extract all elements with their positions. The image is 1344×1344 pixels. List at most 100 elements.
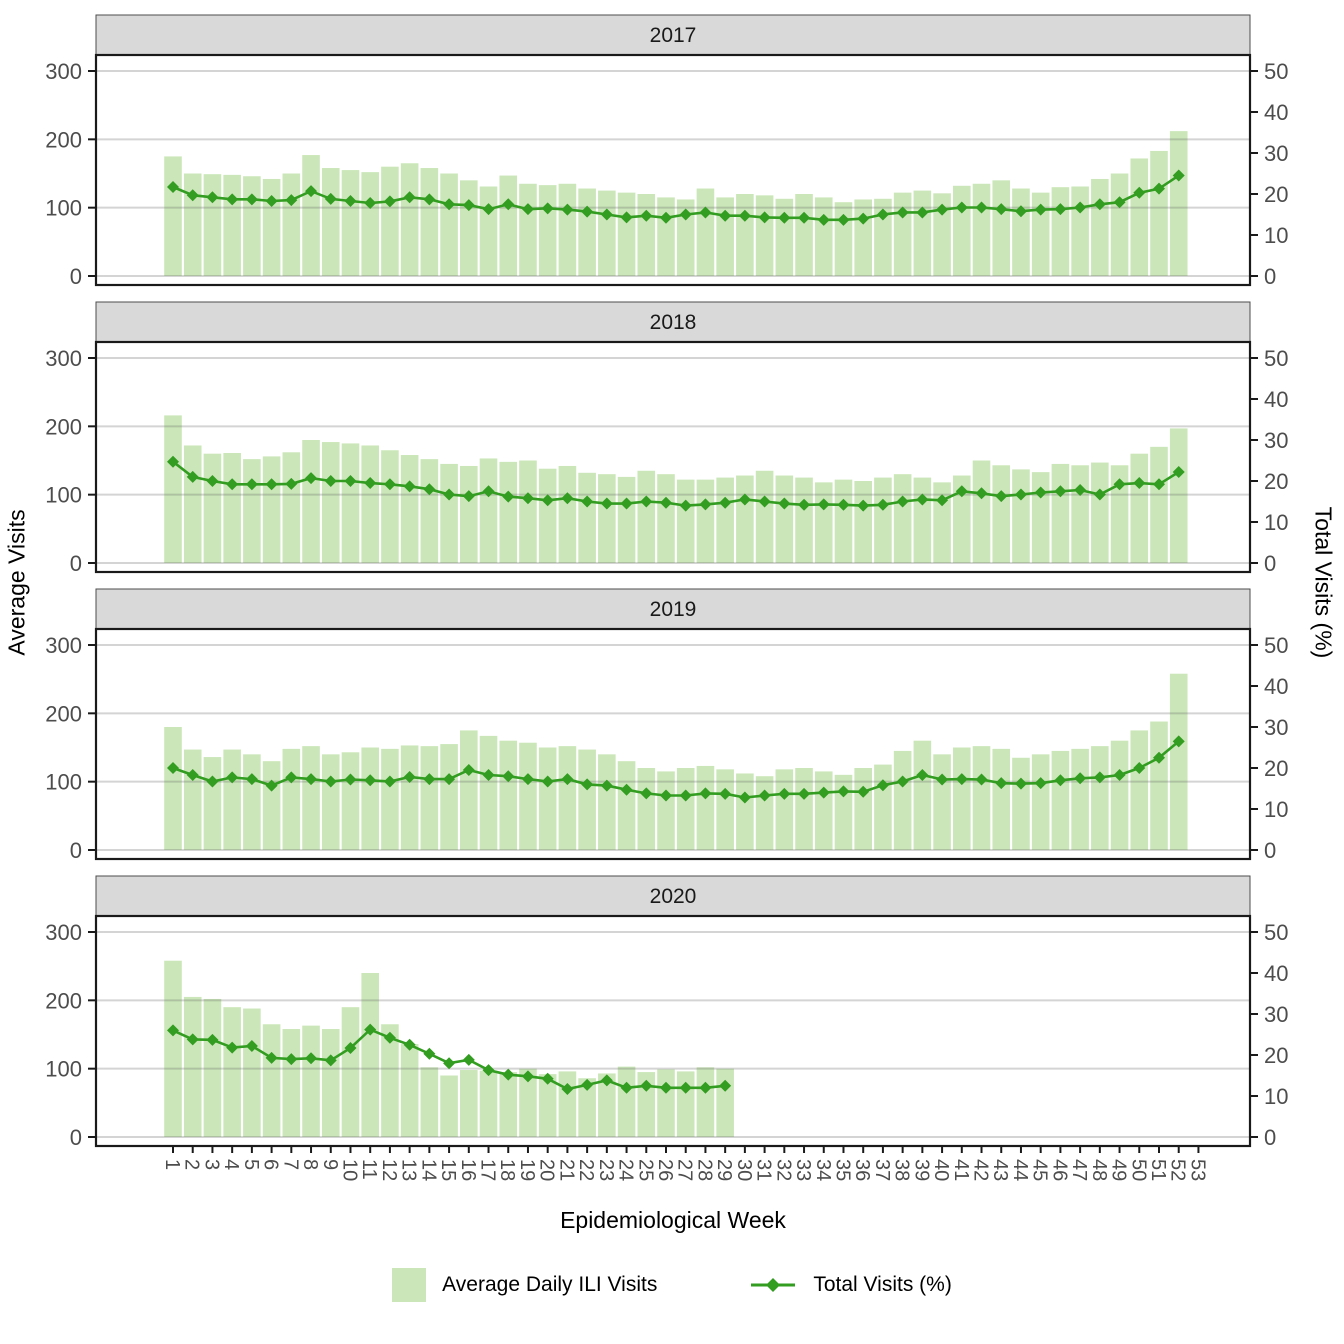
bar-week-6	[262, 456, 281, 563]
x-tick-label-1: 1	[161, 1159, 183, 1170]
line-point-week-15	[443, 773, 456, 786]
bar-series	[164, 960, 734, 1137]
bar-week-52	[1169, 428, 1188, 563]
line-point-week-27	[679, 1081, 692, 1094]
line-series	[167, 735, 1185, 804]
line-point-week-40	[936, 494, 949, 507]
facet-panel-2017: 2017 0 100 200 300 0 10 20 30 40 50	[45, 14, 1288, 289]
x-tick-label-25: 25	[634, 1159, 656, 1181]
bar-week-19	[519, 183, 537, 276]
line-point-week-11	[364, 197, 377, 210]
facet-strip	[95, 875, 1251, 917]
right-axis: 0 10 20 30 40 50	[1250, 59, 1288, 289]
line-point-week-35	[837, 213, 850, 226]
line-point-week-18	[502, 198, 515, 211]
line-point-week-9	[324, 192, 337, 205]
line-point-week-16	[462, 764, 475, 777]
line-point-week-40	[936, 773, 949, 786]
line-point-week-7	[285, 771, 298, 784]
line-point-week-24	[620, 1081, 633, 1094]
bar-week-6	[262, 178, 281, 276]
bar-week-43	[992, 180, 1011, 276]
line-point-week-7	[285, 477, 298, 490]
bar-week-25	[637, 1072, 656, 1137]
line-point-week-41	[955, 201, 968, 214]
right-tick-label-10: 10	[1264, 1084, 1288, 1109]
line-point-week-21	[561, 492, 574, 505]
right-tick-label-30: 30	[1264, 1002, 1288, 1027]
line-point-week-27	[679, 499, 692, 512]
right-tick-label-10: 10	[1264, 797, 1288, 822]
facet-strip	[95, 14, 1251, 56]
x-tick-label-50: 50	[1127, 1159, 1149, 1181]
x-tick-label-34: 34	[812, 1159, 834, 1181]
bar-week-19	[519, 460, 537, 563]
line-point-week-20	[541, 775, 554, 788]
left-tick-label-100: 100	[45, 196, 82, 221]
line-point-week-1	[167, 181, 179, 194]
bar-week-42	[972, 746, 991, 850]
line-point-week-1	[167, 762, 179, 774]
x-tick-label-48: 48	[1088, 1159, 1110, 1181]
bar-week-35	[834, 479, 853, 563]
bar-week-40	[933, 482, 951, 563]
line-point-week-29	[719, 209, 732, 222]
bar-week-25	[637, 470, 656, 563]
x-tick-label-53: 53	[1186, 1159, 1208, 1181]
left-axis: 0 100 200 300	[45, 59, 96, 289]
bar-week-1	[164, 156, 182, 276]
bar-week-25	[637, 194, 656, 276]
bar-week-32	[775, 475, 794, 563]
bar-week-38	[893, 192, 912, 276]
x-tick-label-17: 17	[477, 1159, 499, 1181]
line-point-week-35	[837, 498, 850, 511]
line-point-week-23	[600, 497, 613, 510]
bar-week-30	[736, 194, 754, 276]
bar-week-29	[716, 197, 734, 276]
bar-week-36	[854, 199, 872, 276]
bar-week-46	[1051, 463, 1070, 563]
line-point-week-3	[206, 191, 219, 204]
bar-week-34	[814, 482, 833, 563]
facet-panel-2020: 2020010020030001020304050123456789101112…	[45, 875, 1288, 1181]
line-point-week-13	[403, 1038, 416, 1051]
line-point-week-24	[620, 211, 633, 224]
line-point-week-46	[1054, 203, 1067, 216]
bar-week-51	[1150, 721, 1168, 850]
bar-week-16	[460, 730, 478, 850]
line-point-week-9	[324, 1054, 337, 1067]
bar-week-15	[440, 1075, 458, 1137]
right-tick-label-10: 10	[1264, 510, 1288, 535]
bar-week-12	[381, 1024, 399, 1137]
bar-week-14	[420, 168, 439, 276]
bar-week-42	[972, 460, 991, 563]
bar-week-2	[183, 996, 202, 1137]
bar-week-45	[1031, 754, 1050, 850]
bar-week-41	[953, 747, 971, 850]
panel-border	[94, 340, 1252, 574]
bar-series	[164, 673, 1188, 850]
line-point-week-39	[916, 768, 929, 781]
bar-week-45	[1031, 192, 1050, 276]
line-point-week-4	[226, 771, 239, 784]
bar-week-32	[775, 198, 794, 276]
line-point-week-7	[285, 1053, 298, 1066]
right-tick-label-20: 20	[1264, 756, 1288, 781]
line-point-week-36	[857, 785, 870, 798]
bar-week-30	[736, 475, 754, 563]
line-point-week-28	[699, 498, 712, 511]
bar-week-47	[1071, 186, 1089, 276]
line-point-week-17	[482, 485, 495, 498]
bar-week-16	[460, 1070, 478, 1137]
line-point-week-29	[719, 496, 732, 509]
bar-week-38	[893, 474, 912, 563]
line-point-week-47	[1074, 484, 1087, 497]
line-point-week-6	[265, 478, 278, 491]
bar-week-10	[341, 170, 360, 276]
line-point-week-29	[719, 787, 732, 800]
x-tick-label-37: 37	[871, 1159, 893, 1181]
x-tick-label-35: 35	[831, 1159, 853, 1181]
bar-week-18	[499, 1072, 518, 1137]
bar-week-26	[657, 197, 675, 276]
